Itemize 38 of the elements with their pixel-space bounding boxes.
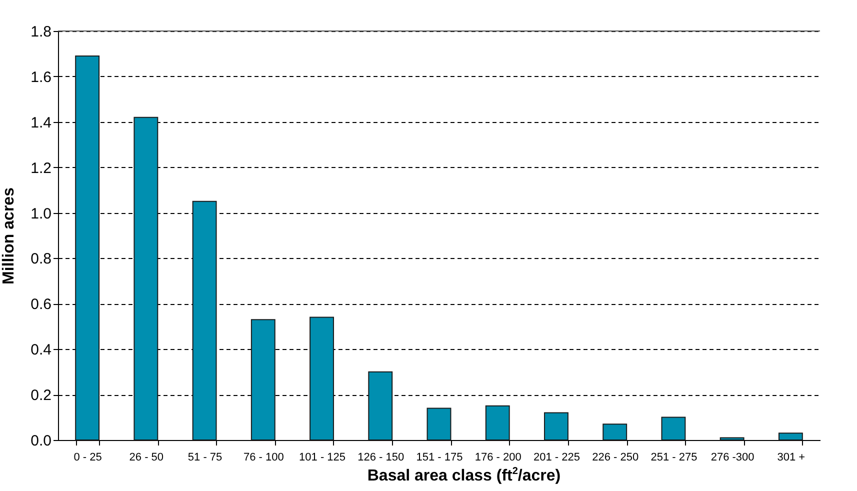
- bar: [75, 55, 100, 440]
- x-tick-label: 151 - 175: [416, 452, 463, 464]
- bar: [602, 424, 628, 440]
- bar: [250, 319, 276, 440]
- x-tick-label: 26 - 50: [129, 452, 164, 464]
- x-tick-label: 226 - 250: [592, 452, 639, 464]
- bar: [368, 371, 393, 440]
- bar: [134, 116, 158, 440]
- y-tick-label: 0.4: [30, 342, 52, 359]
- x-tick-label: 176 - 200: [474, 452, 522, 464]
- x-tick-label: 276 -300: [710, 452, 754, 464]
- y-tick-label: 1.8: [30, 24, 52, 40]
- y-tick-label: 1.0: [30, 205, 52, 222]
- bar: [310, 316, 334, 440]
- x-tick-label: 251 - 275: [650, 452, 698, 464]
- bar: [544, 412, 568, 440]
- bar: [778, 432, 803, 440]
- y-tick-label: 0.2: [30, 387, 52, 404]
- y-tick-label: 0.0: [30, 432, 52, 450]
- y-tick-label: 1.4: [30, 114, 52, 132]
- bar: [485, 405, 510, 440]
- x-tick-label: 0 - 25: [74, 452, 102, 464]
- bar: [661, 416, 686, 440]
- y-tick-label: 1.6: [30, 68, 52, 86]
- bar: [192, 200, 217, 440]
- x-tick-label: 101 - 125: [299, 452, 346, 464]
- x-tick-label: 51 - 75: [188, 452, 222, 464]
- bar: [720, 437, 744, 440]
- y-axis-title: Million acres: [0, 187, 18, 284]
- x-axis-title: Basal area class (ft$^{2}$/acre): [366, 466, 562, 486]
- bar: [426, 408, 452, 440]
- x-tick-label: 201 - 225: [533, 452, 580, 464]
- y-tick-label: 0.6: [30, 296, 52, 314]
- y-tick-label: 0.8: [30, 250, 52, 268]
- y-tick-label: 1.2: [30, 160, 52, 177]
- x-tick-label: 301 +: [777, 452, 806, 464]
- x-tick-label: 126 - 150: [358, 452, 404, 464]
- x-tick-label: 76 - 100: [243, 452, 284, 464]
